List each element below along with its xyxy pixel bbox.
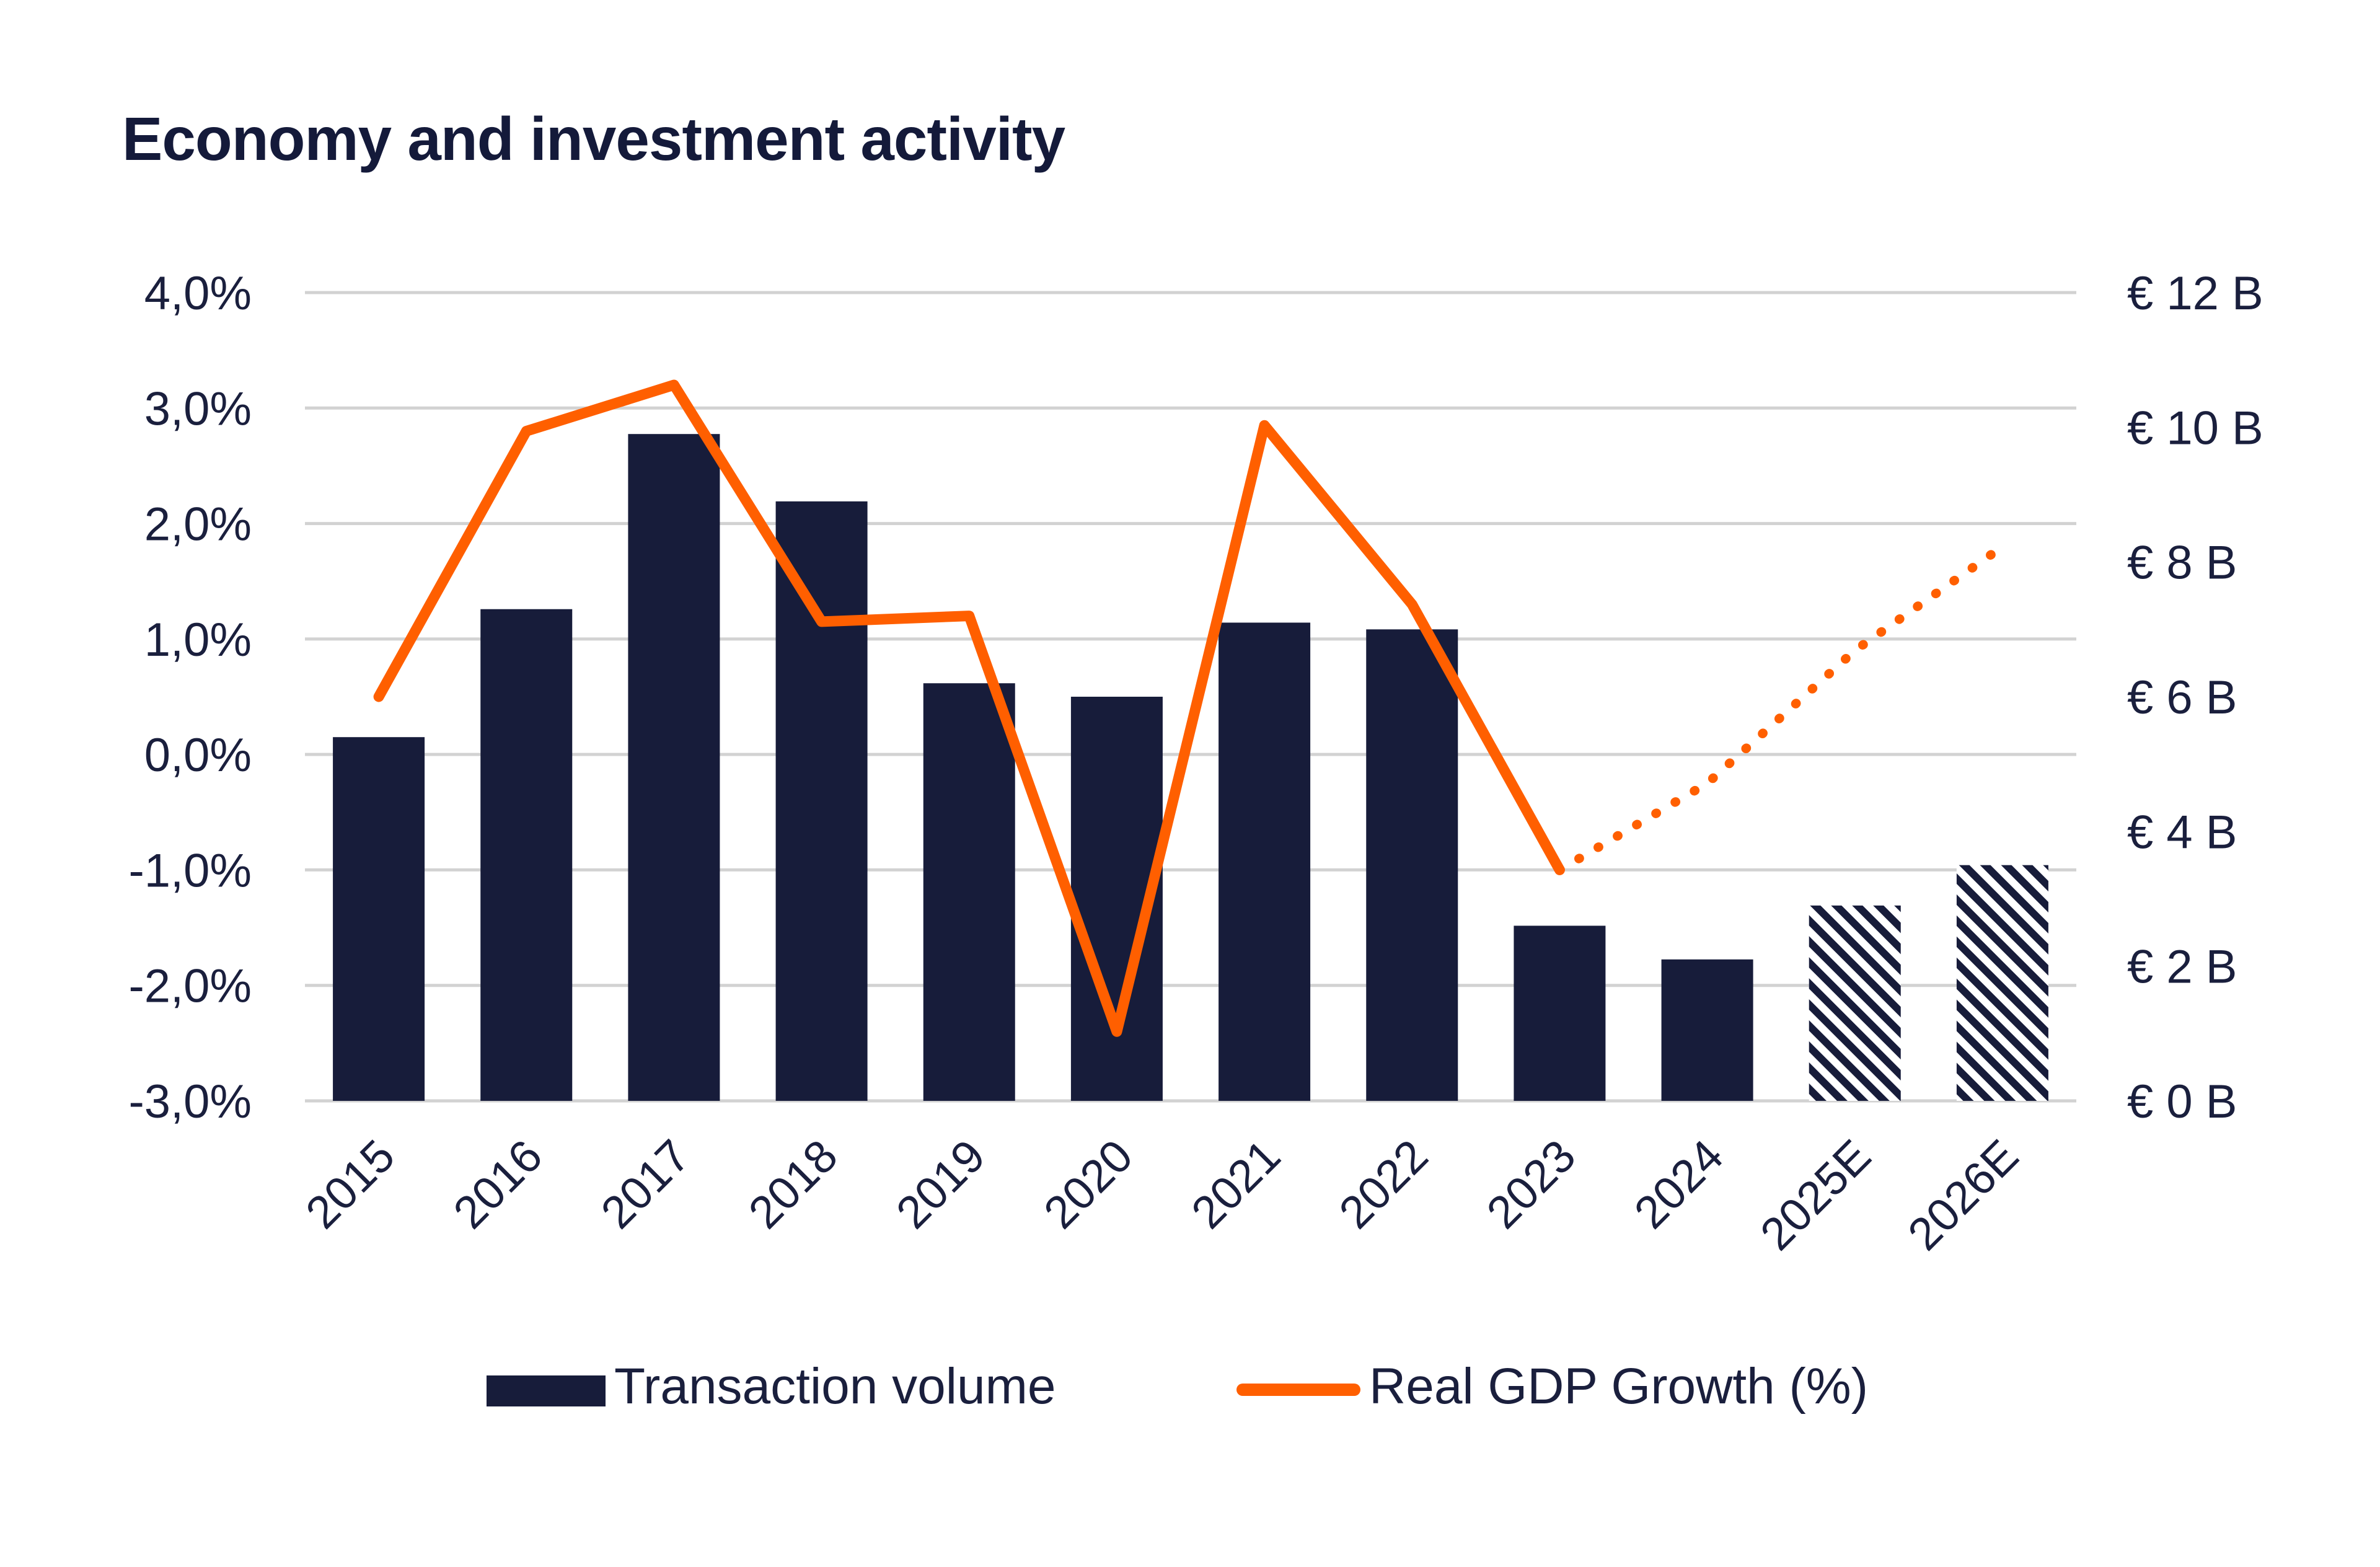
gdp-line-forecast — [1554, 542, 2008, 875]
left-axis-ticks: 4,0% 3,0% 2,0% 1,0% 0,0% -1,0% -2,0% -3,0% — [128, 267, 252, 1128]
bar[interactable] — [333, 737, 425, 1101]
x-tick-label: 2023 — [1477, 1130, 1585, 1238]
right-tick-label: € 12 B — [2127, 267, 2263, 320]
bar[interactable] — [628, 434, 720, 1101]
x-tick-label: 2016 — [443, 1130, 552, 1238]
left-tick-label: 2,0% — [144, 498, 252, 551]
left-tick-label: -1,0% — [128, 844, 252, 897]
legend-item-transaction-volume[interactable]: Transaction volume — [487, 1357, 1056, 1416]
x-tick-label: 2020 — [1034, 1130, 1142, 1238]
bar-forecast[interactable] — [1956, 865, 2048, 1101]
x-tick-label: 2024 — [1624, 1130, 1733, 1238]
bar[interactable] — [1514, 925, 1606, 1101]
x-tick-label: 2017 — [591, 1130, 700, 1238]
legend-label: Transaction volume — [614, 1358, 1056, 1415]
bar[interactable] — [775, 501, 868, 1101]
left-tick-label: -2,0% — [128, 960, 252, 1013]
x-tick-label: 2019 — [886, 1130, 995, 1238]
bar[interactable] — [923, 683, 1015, 1101]
right-tick-label: € 6 B — [2127, 671, 2237, 724]
legend-label: Real GDP Growth (%) — [1369, 1358, 1869, 1415]
x-tick-label: 2015 — [296, 1130, 404, 1238]
bar-forecast[interactable] — [1809, 905, 1901, 1101]
left-tick-label: 0,0% — [144, 729, 252, 782]
left-tick-label: 1,0% — [144, 614, 252, 666]
legend-item-gdp-growth[interactable]: Real GDP Growth (%) — [1236, 1357, 1868, 1416]
left-tick-label: 3,0% — [144, 382, 252, 435]
bars — [333, 434, 2048, 1101]
left-tick-label: -3,0% — [128, 1075, 252, 1128]
x-tick-label: 2018 — [739, 1130, 847, 1238]
legend-swatch-bar — [487, 1375, 606, 1406]
gdp-line — [373, 379, 2008, 1037]
right-axis-ticks: € 12 B € 10 B € 8 B € 6 B € 4 B € 2 B € 0 B — [2127, 267, 2263, 1128]
right-tick-label: € 0 B — [2127, 1075, 2237, 1128]
chart-title: Economy and investment activity — [122, 105, 1065, 173]
right-tick-label: € 8 B — [2127, 537, 2237, 589]
legend-swatch-line — [1236, 1384, 1360, 1396]
x-tick-label: 2021 — [1181, 1130, 1290, 1238]
right-tick-label: € 4 B — [2127, 806, 2237, 859]
x-tick-label: 2026E — [1898, 1130, 2028, 1260]
right-tick-label: € 10 B — [2127, 402, 2263, 454]
x-tick-label: 2022 — [1329, 1130, 1437, 1238]
left-tick-label: 4,0% — [144, 267, 252, 320]
bar[interactable] — [1661, 959, 1753, 1101]
x-axis-ticks: 2015 2016 2017 2018 2019 2020 2021 2022 2023 2024… — [296, 1130, 2028, 1260]
right-tick-label: € 2 B — [2127, 941, 2237, 994]
legend: Transaction volume Real GDP Growth (%) — [0, 1357, 2380, 1426]
bar[interactable] — [1366, 629, 1458, 1101]
bar[interactable] — [1219, 622, 1311, 1101]
bar[interactable] — [480, 609, 573, 1101]
x-tick-label: 2025E — [1750, 1130, 1880, 1260]
